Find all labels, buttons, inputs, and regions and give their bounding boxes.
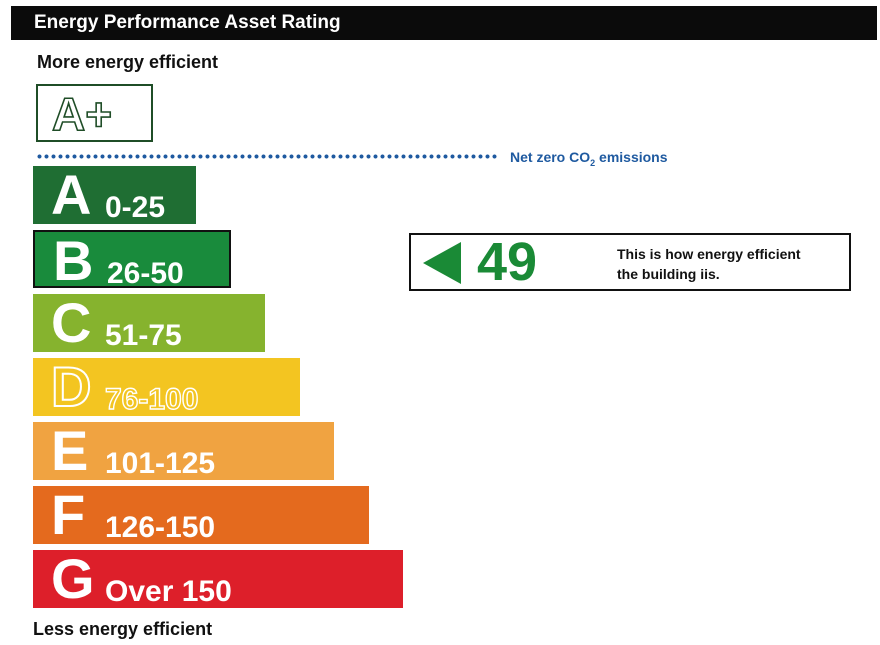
more-efficient-label: More energy efficient: [37, 52, 219, 72]
band-f-range: 126-150: [105, 511, 216, 544]
rating-description-line-1: This is how energy efficient: [617, 246, 801, 262]
band-a: A 0-25: [33, 163, 196, 226]
band-f-letter: F: [51, 483, 86, 546]
band-e-letter: E: [51, 419, 89, 482]
band-d-range: 76-100: [104, 382, 199, 416]
band-b: B 26-50: [33, 229, 231, 292]
chart-title: Energy Performance Asset Rating: [11, 6, 877, 40]
band-c: C 51-75: [33, 291, 265, 354]
band-a-plus-letter: A+: [52, 88, 112, 140]
rating-indicator: 49 This is how energy efficient the buil…: [409, 233, 851, 291]
band-f: F 126-150: [33, 483, 369, 546]
band-a-letter: A: [51, 163, 92, 226]
band-c-letter: C: [51, 291, 92, 354]
rating-arrow-icon: [423, 242, 461, 284]
band-c-range: 51-75: [105, 319, 182, 352]
band-e: E 101-125: [33, 419, 334, 482]
net-zero-dotted-line: [36, 154, 498, 159]
band-d-letter: D: [50, 354, 92, 419]
rating-description-line-2: the building iis.: [617, 266, 720, 282]
band-d: D 76-100: [33, 354, 300, 419]
band-e-range: 101-125: [105, 447, 216, 480]
net-zero-label: Net zero CO2 emissions: [510, 149, 668, 168]
less-efficient-label: Less energy efficient: [33, 619, 213, 639]
band-g: G Over 150: [33, 547, 403, 610]
rating-value: 49: [477, 232, 538, 292]
band-g-range: Over 150: [105, 575, 232, 608]
band-b-range: 26-50: [107, 257, 184, 290]
band-b-letter: B: [53, 229, 94, 292]
band-g-letter: G: [51, 547, 95, 610]
band-a-range: 0-25: [105, 191, 166, 224]
band-a-plus: A+: [36, 84, 153, 142]
rating-description: This is how energy efficient the buildin…: [617, 244, 843, 284]
